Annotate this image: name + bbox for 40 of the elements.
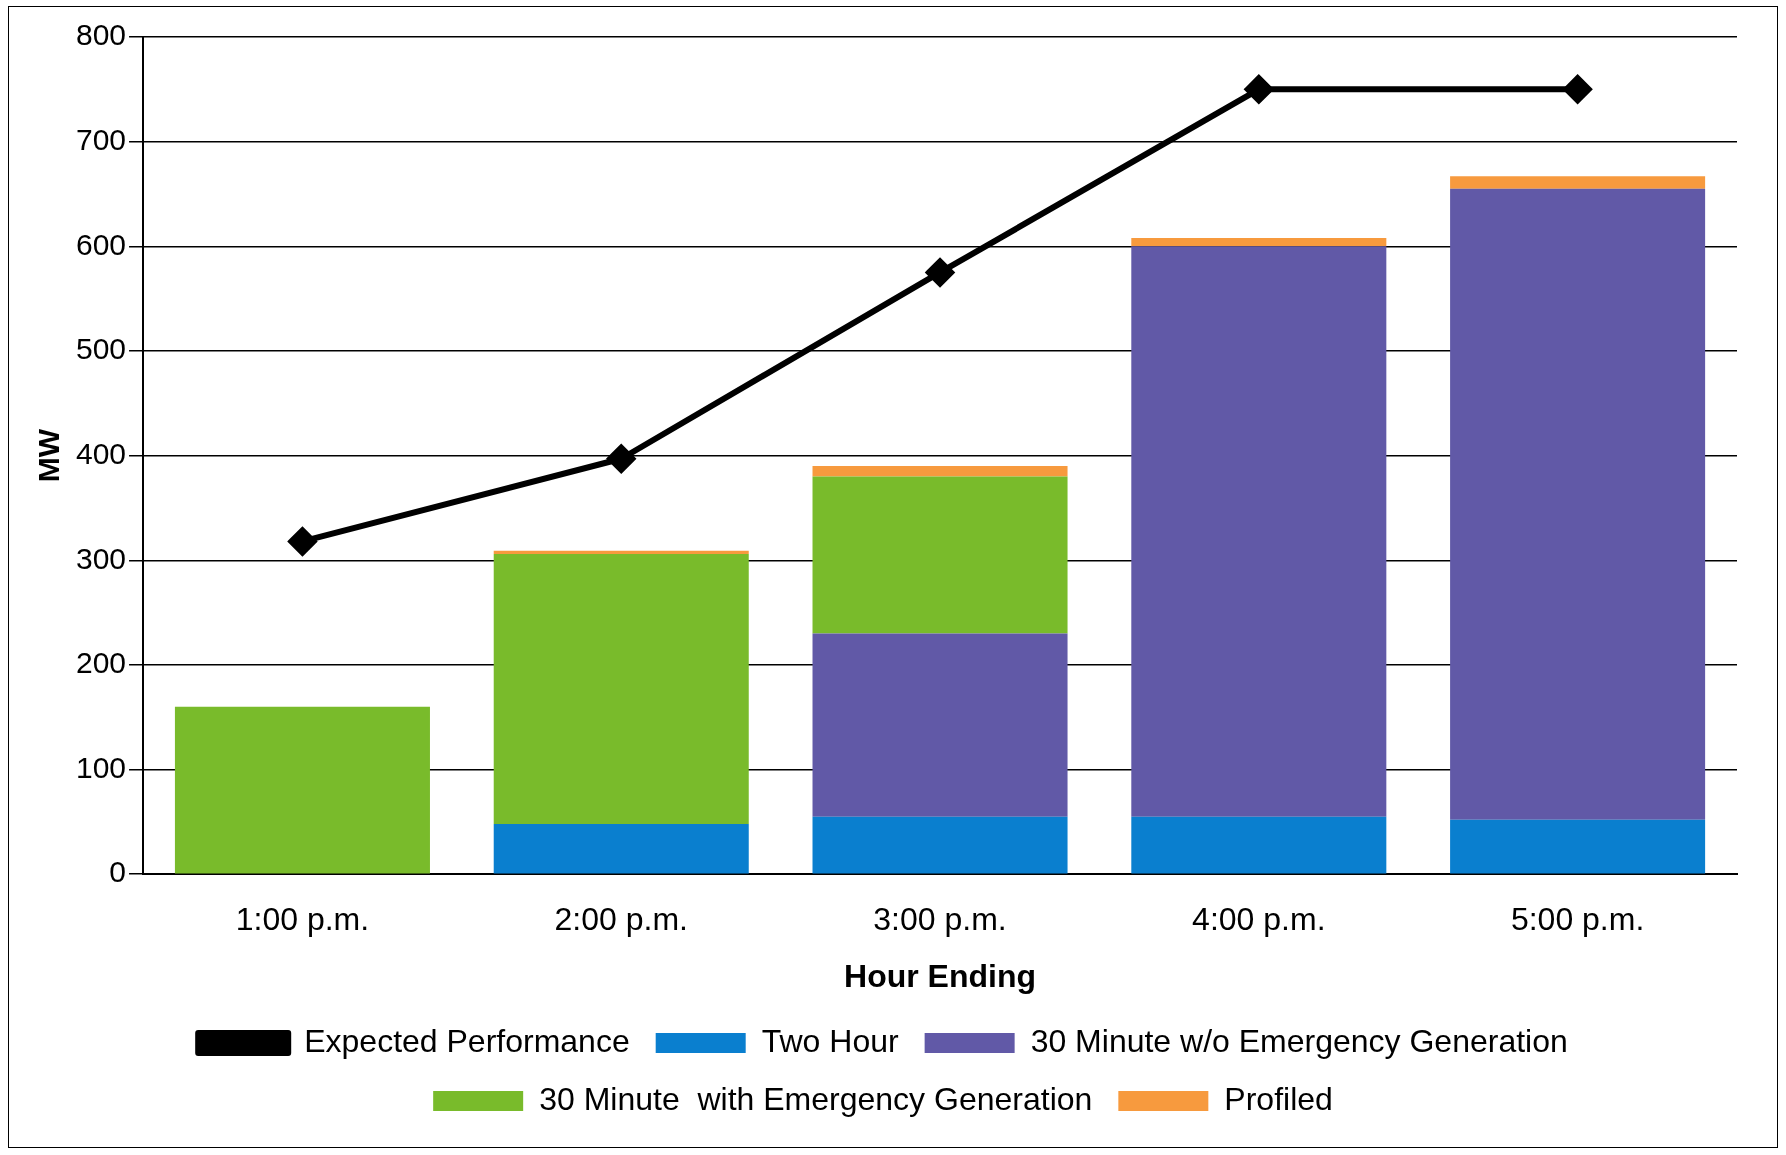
bar — [1450, 819, 1706, 874]
x-tick-label: 3:00 p.m. — [873, 901, 1007, 938]
bar — [812, 816, 1068, 874]
y-tick-label: 800 — [75, 18, 127, 52]
point — [288, 527, 317, 556]
x-tick-label: 2:00 p.m. — [554, 901, 688, 938]
y-tick-label: 0 — [109, 855, 127, 889]
bar — [174, 706, 430, 874]
point — [1244, 75, 1273, 104]
bar — [1131, 816, 1387, 874]
bar — [493, 553, 749, 824]
bar — [493, 823, 749, 874]
bar — [493, 550, 749, 554]
bar — [1131, 237, 1387, 247]
y-tick-label: 300 — [75, 541, 127, 575]
point — [1563, 75, 1592, 104]
y-tick-label: 200 — [75, 646, 127, 680]
y-tick-label: 700 — [75, 122, 127, 156]
legend-label: 30 Minute with Emergency Generation — [539, 1080, 1093, 1117]
bar — [1450, 176, 1706, 189]
legend-label: Profiled — [1224, 1080, 1333, 1117]
x-tick-label: 1:00 p.m. — [235, 901, 370, 938]
y-tick-label: 500 — [75, 332, 127, 366]
legend-label: 30 Minute w/o Emergency Generation — [1030, 1022, 1568, 1059]
legend-label: Expected Performance — [304, 1022, 630, 1059]
y-tick-label: 400 — [75, 436, 127, 470]
bar — [812, 466, 1068, 477]
y-tick-label: 100 — [75, 750, 127, 784]
x-tick-label: 4:00 p.m. — [1192, 901, 1326, 938]
point — [607, 444, 636, 473]
x-axis-title: Hour Ending — [844, 957, 1037, 994]
y-tick-label: 600 — [75, 227, 127, 261]
point — [926, 258, 955, 287]
y-axis-title: MW — [32, 428, 66, 483]
bar — [1131, 246, 1387, 817]
bar — [1450, 188, 1706, 820]
legend-label: Two Hour — [761, 1022, 899, 1059]
bar — [812, 476, 1068, 634]
x-tick-label: 5:00 p.m. — [1510, 901, 1645, 938]
bar — [812, 633, 1068, 817]
